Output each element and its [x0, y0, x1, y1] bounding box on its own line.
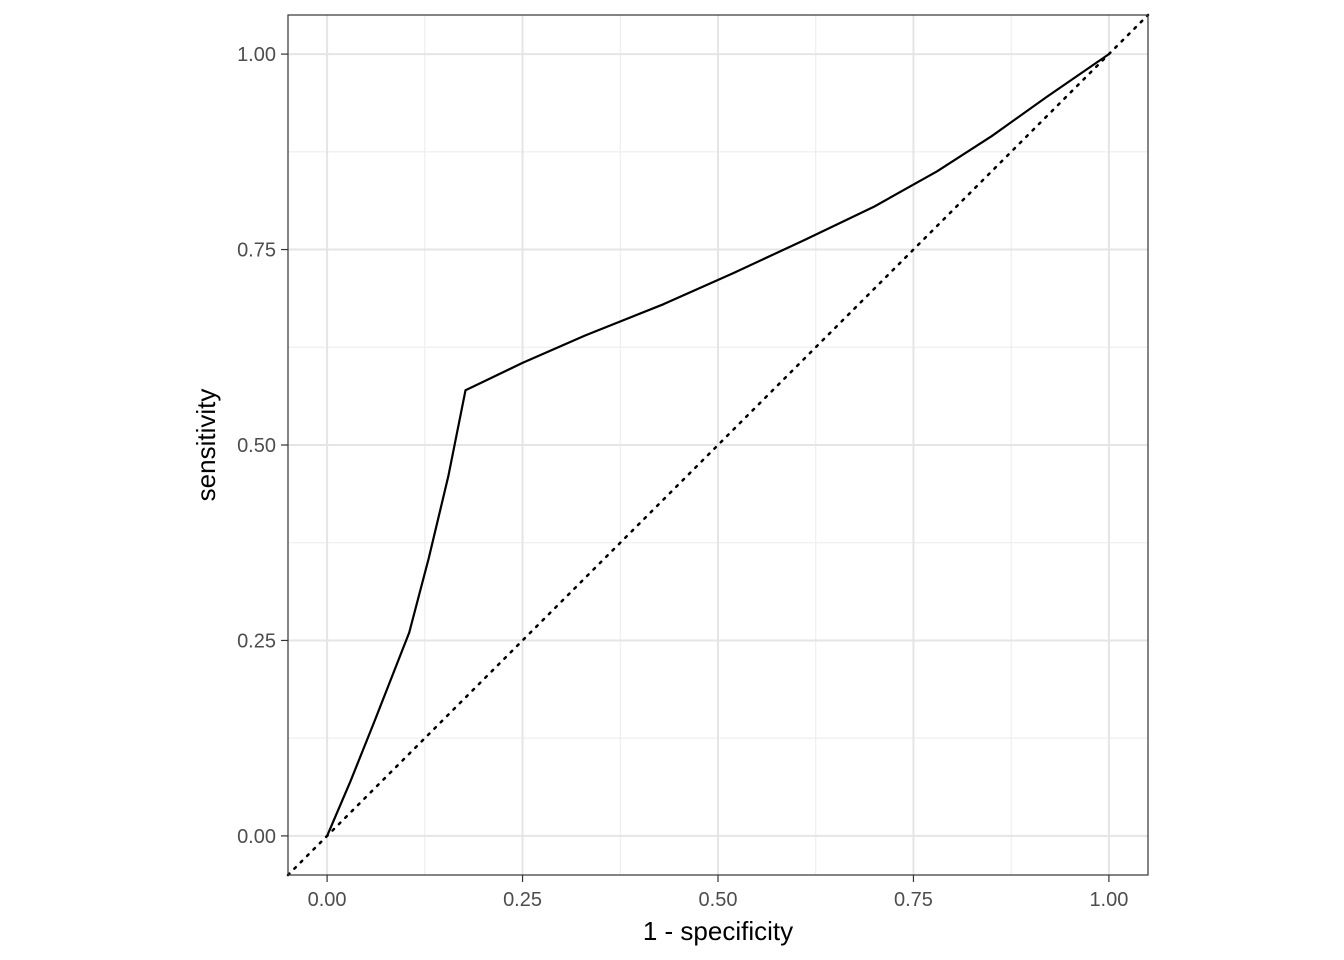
- y-tick-label-0: 0.00: [237, 826, 276, 848]
- x-axis-title: 1 - specificity: [643, 916, 793, 946]
- major-gridlines: [288, 15, 1148, 875]
- roc-curve-line: [326, 53, 1110, 837]
- y-tick-label-1: 0.25: [237, 630, 276, 652]
- y-tick-label-4: 1.00: [237, 44, 276, 66]
- x-tick-label-2: 0.50: [699, 889, 738, 911]
- x-tick-label-4: 1.00: [1089, 889, 1128, 911]
- x-tick-label-1: 0.25: [503, 889, 542, 911]
- y-axis: 0.00 0.25 0.50 0.75 1.00: [237, 44, 288, 848]
- x-tick-label-0: 0.00: [308, 889, 347, 911]
- y-axis-title: sensitivity: [191, 389, 221, 502]
- y-tick-label-3: 0.75: [237, 240, 276, 262]
- x-tick-label-3: 0.75: [894, 889, 933, 911]
- y-tick-label-2: 0.50: [237, 435, 276, 457]
- x-axis: 0.00 0.25 0.50 0.75 1.00: [308, 875, 1128, 911]
- roc-lines: [286, 13, 1150, 877]
